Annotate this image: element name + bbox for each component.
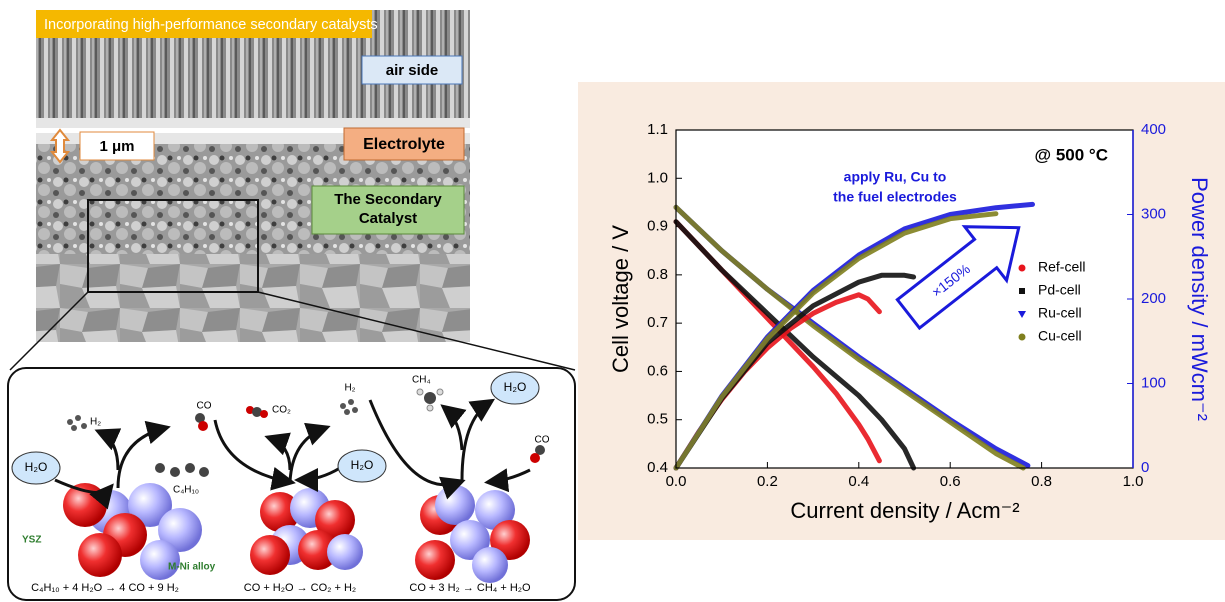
legend-label: Pd-cell: [1038, 282, 1081, 298]
x-tick-label: 0.6: [940, 473, 961, 490]
legend-marker: [1019, 334, 1026, 341]
molecule-label: C₄H₁₀: [173, 485, 199, 496]
y2-axis-title: Power density / mWcm⁻²: [1187, 177, 1212, 421]
y2-tick-label: 100: [1141, 374, 1166, 391]
y-tick-label: 0.6: [647, 362, 668, 379]
x-tick-label: 0.4: [848, 473, 869, 490]
y2-tick-label: 0: [1141, 459, 1149, 476]
molecule-label: CO₂: [272, 405, 291, 416]
annotation: apply Ru, Cu to: [844, 169, 947, 185]
y-tick-label: 0.5: [647, 411, 668, 428]
page-body: { "figure": { "banner": "Incorporating h…: [0, 0, 1225, 602]
y-tick-label: 0.8: [647, 266, 668, 283]
material-label: M-Ni alloy: [168, 562, 216, 573]
figure: Incorporating high-performance secondary…: [0, 0, 1225, 602]
molecule-label: H₂O: [351, 458, 374, 472]
y-tick-label: 1.0: [647, 169, 668, 186]
page: html, body { margin: 0; padding: 0; back…: [0, 0, 1225, 602]
sem-image: Incorporating high-performance secondary…: [10, 10, 575, 370]
y2-tick-label: 300: [1141, 205, 1166, 222]
y2-tick-label: 200: [1141, 290, 1166, 307]
legend-marker: [1019, 265, 1026, 272]
annotation: the fuel electrodes: [833, 189, 957, 205]
chart: Current density / Acm⁻² Cell voltage / V…: [608, 121, 1212, 523]
y-tick-label: 0.7: [647, 314, 668, 331]
molecule-label: H₂O: [25, 460, 48, 474]
y2-tick-label: 400: [1141, 121, 1166, 138]
molecule-label: CO: [197, 401, 212, 412]
equation: CO + H₂O → CO₂ + H₂: [244, 582, 356, 594]
y-tick-label: 0.4: [647, 459, 668, 476]
molecule-label: H₂: [344, 383, 355, 394]
catalyst-label: Catalyst: [359, 210, 417, 227]
molecule-label: CH₄: [412, 375, 431, 386]
material-label: YSZ: [22, 535, 41, 546]
molecule-label: H₂: [90, 417, 101, 428]
molecule-label: H₂O: [504, 380, 527, 394]
air-side-label: air side: [386, 62, 439, 79]
catalyst-label: The Secondary: [334, 191, 442, 208]
x-tick-label: 0.8: [1031, 473, 1052, 490]
y-tick-label: 0.9: [647, 218, 668, 235]
equation: C₄H₁₀ + 4 H₂O → 4 CO + 9 H₂: [31, 582, 179, 594]
y-tick-label: 1.1: [647, 121, 668, 138]
legend-label: Ru-cell: [1038, 305, 1082, 321]
legend-label: Ref-cell: [1038, 259, 1085, 275]
legend-label: Cu-cell: [1038, 328, 1082, 344]
x-tick-label: 0.0: [666, 473, 687, 490]
x-axis-title: Current density / Acm⁻²: [790, 498, 1019, 523]
banner: Incorporating high-performance secondary…: [44, 17, 378, 33]
electrolyte-label: Electrolyte: [363, 136, 445, 153]
annotation: @ 500 °C: [1035, 145, 1108, 164]
reaction-diagram: H₂O H₂O H₂O H₂ H₂ CO CO CO₂ C₄H₁₀ CH₄ YS…: [8, 368, 575, 600]
equation: CO + 3 H₂ → CH₄ + H₂O: [409, 582, 531, 594]
molecule-label: CO: [535, 435, 550, 446]
scale-label: 1 μm: [99, 138, 134, 155]
legend-marker: [1019, 288, 1025, 294]
y-axis-title: Cell voltage / V: [608, 225, 633, 373]
x-tick-label: 0.2: [757, 473, 778, 490]
